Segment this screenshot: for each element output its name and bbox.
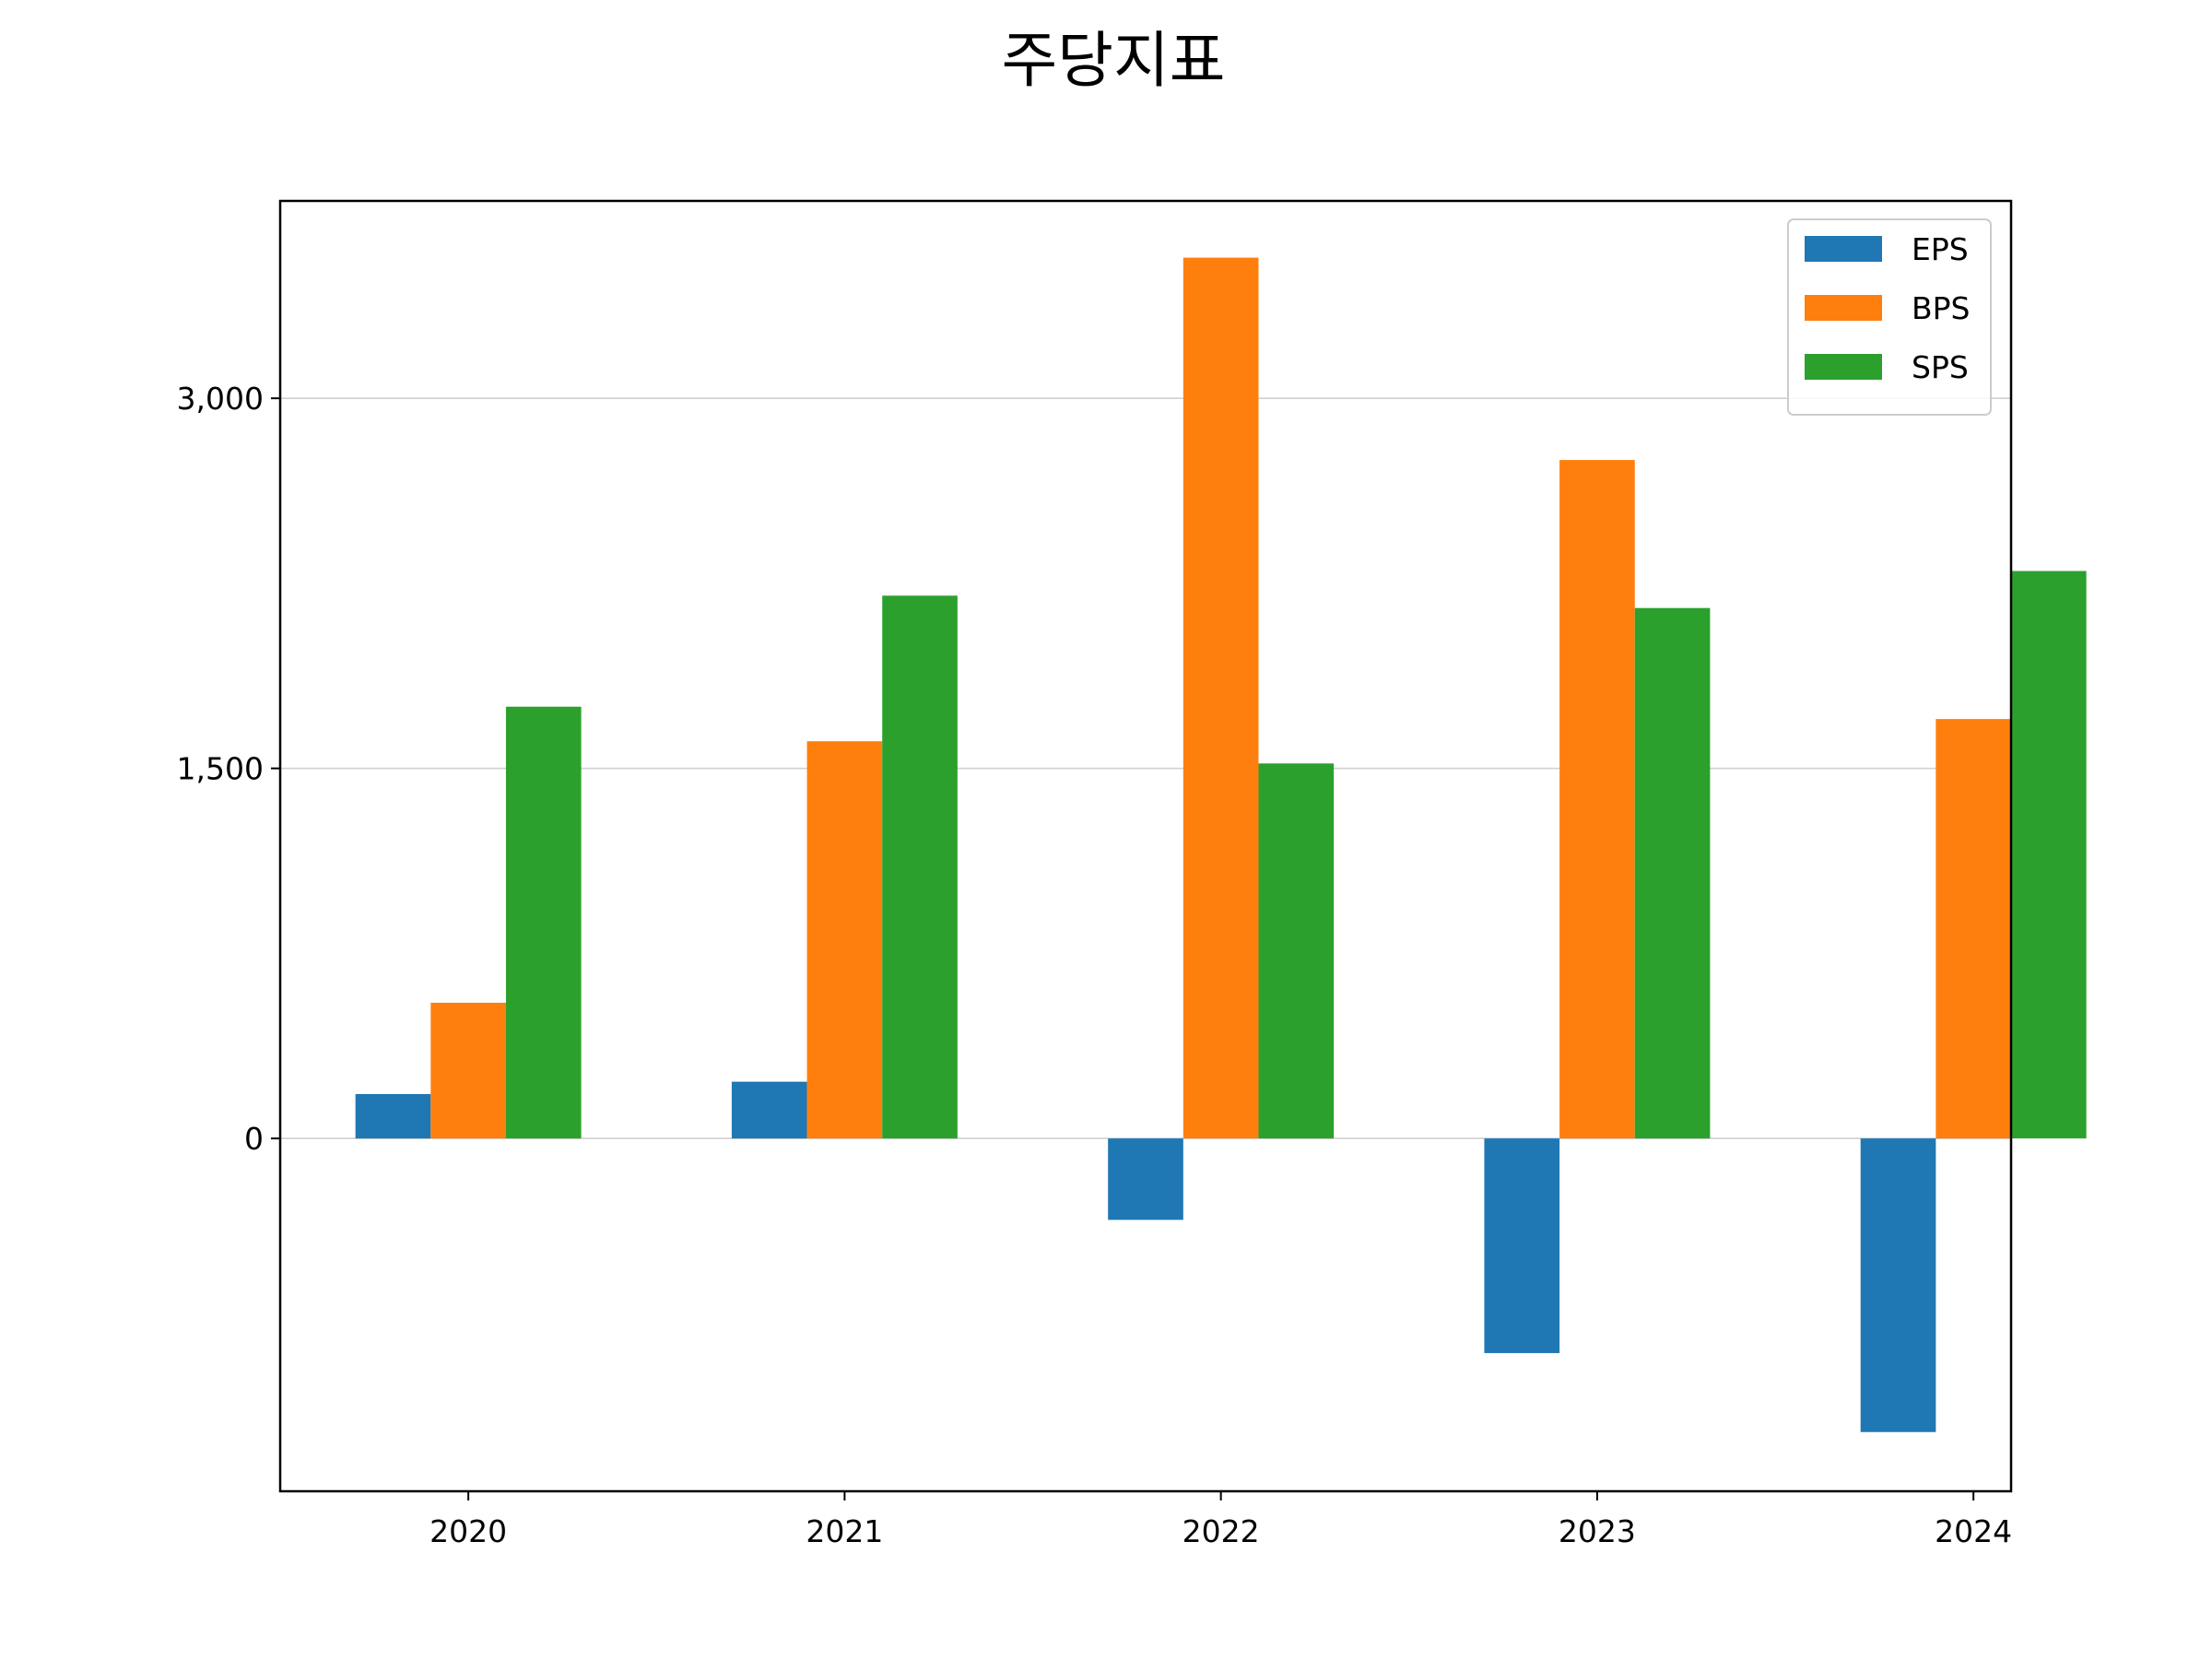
bar-sps <box>1634 607 1711 1139</box>
x-tick-label: 2024 <box>1935 1513 2012 1549</box>
legend-swatch-bps <box>1805 295 1882 321</box>
legend-label-eps: EPS <box>1912 231 1969 267</box>
legend-swatch-sps <box>1805 354 1882 380</box>
bar-bps <box>430 1002 506 1139</box>
legend-label-sps: SPS <box>1912 349 1969 385</box>
bar-sps <box>505 706 582 1139</box>
bar-bps <box>806 741 883 1139</box>
x-tick-label: 2023 <box>1559 1513 1636 1549</box>
x-tick-label: 2020 <box>429 1513 507 1549</box>
bar-eps <box>731 1081 807 1139</box>
legend-label-bps: BPS <box>1912 290 1971 326</box>
bar-sps <box>1258 763 1335 1139</box>
chart-title: 주당지표 <box>1002 25 1226 96</box>
bar-eps <box>355 1094 431 1139</box>
bar-eps <box>1484 1138 1560 1354</box>
y-axis: 0 1,500 3,000 <box>177 381 280 1157</box>
bar-sps <box>2011 571 2087 1139</box>
bar-bps <box>1182 257 1259 1139</box>
plot-frame <box>278 199 2013 1493</box>
bar-eps <box>1860 1138 1936 1432</box>
legend-swatch-eps <box>1805 236 1882 262</box>
bar-eps <box>1108 1138 1183 1220</box>
y-tick-label: 3,000 <box>177 381 264 417</box>
bar-bps <box>1559 460 1635 1139</box>
x-tick-label: 2022 <box>1182 1513 1260 1549</box>
y-tick-label: 1,500 <box>177 751 264 787</box>
legend: EPS BPS SPS <box>1787 218 1992 416</box>
bar-bps <box>1936 719 2011 1139</box>
y-tick-label: 0 <box>244 1121 264 1157</box>
bars <box>355 257 2087 1432</box>
x-axis: 2020 2021 2022 2023 2024 <box>429 1491 2012 1549</box>
bar-sps <box>882 595 958 1139</box>
x-tick-label: 2021 <box>806 1513 883 1549</box>
